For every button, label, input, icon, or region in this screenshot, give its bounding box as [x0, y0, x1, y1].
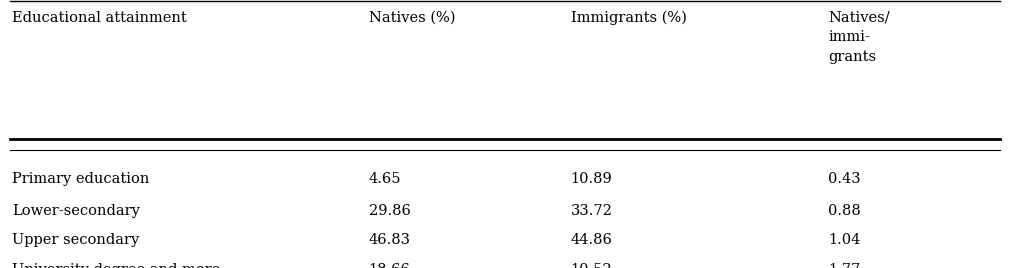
Text: 33.72: 33.72: [571, 204, 612, 218]
Text: 1.04: 1.04: [828, 233, 861, 247]
Text: 4.65: 4.65: [369, 172, 401, 185]
Text: Immigrants (%): Immigrants (%): [571, 11, 687, 25]
Text: 10.89: 10.89: [571, 172, 612, 185]
Text: Natives/
immi-
grants: Natives/ immi- grants: [828, 11, 890, 64]
Text: 18.66: 18.66: [369, 263, 410, 268]
Text: 29.86: 29.86: [369, 204, 410, 218]
Text: Natives (%): Natives (%): [369, 11, 456, 25]
Text: 1.77: 1.77: [828, 263, 861, 268]
Text: 46.83: 46.83: [369, 233, 411, 247]
Text: Lower-secondary: Lower-secondary: [12, 204, 140, 218]
Text: 0.88: 0.88: [828, 204, 861, 218]
Text: Primary education: Primary education: [12, 172, 149, 185]
Text: 44.86: 44.86: [571, 233, 612, 247]
Text: University degree and more: University degree and more: [12, 263, 220, 268]
Text: Upper secondary: Upper secondary: [12, 233, 139, 247]
Text: 0.43: 0.43: [828, 172, 861, 185]
Text: Educational attainment: Educational attainment: [12, 11, 187, 25]
Text: 10.52: 10.52: [571, 263, 612, 268]
